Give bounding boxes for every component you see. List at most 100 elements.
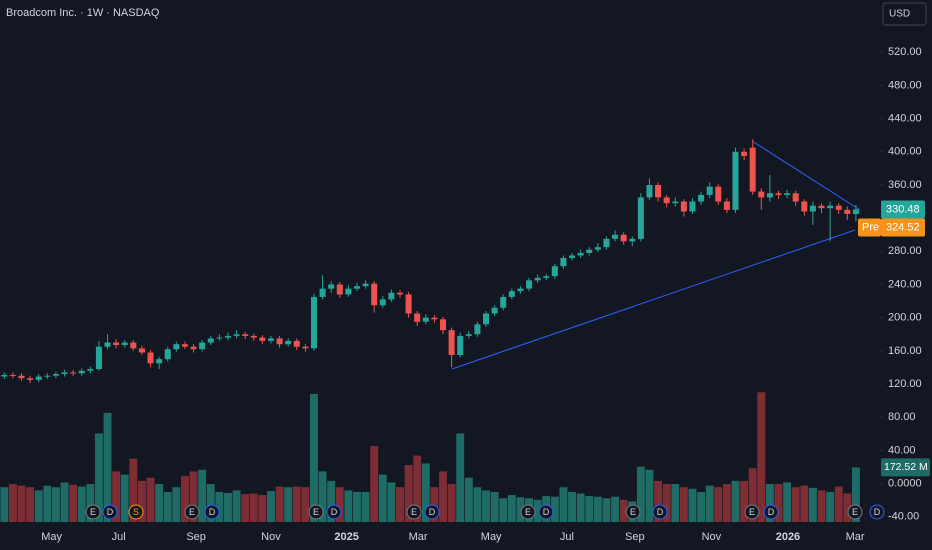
candle-body xyxy=(250,335,257,338)
candle-body xyxy=(491,307,498,314)
volume-label: 172.52 M xyxy=(884,461,928,473)
trend-line[interactable] xyxy=(451,229,856,370)
volume-bar xyxy=(731,480,740,522)
candle-body xyxy=(732,151,739,210)
candle-body xyxy=(224,335,231,338)
candle-body xyxy=(758,191,765,198)
volume-bar xyxy=(550,496,559,522)
event-label[interactable]: E xyxy=(411,507,417,517)
event-label[interactable]: D xyxy=(429,507,436,517)
volume-bar xyxy=(679,487,688,522)
currency[interactable]: USD xyxy=(889,9,910,20)
candle-body xyxy=(121,342,128,346)
candle-body xyxy=(698,194,705,202)
event-marker[interactable] xyxy=(520,504,536,520)
candle-body xyxy=(620,234,627,242)
volume-bar xyxy=(77,486,86,522)
y-tick-label: 480.00 xyxy=(888,79,922,91)
volume-bar xyxy=(26,487,35,522)
volume-bar xyxy=(688,488,697,522)
event-marker[interactable] xyxy=(406,504,422,520)
candle-body xyxy=(749,147,756,192)
volume-bar xyxy=(387,482,396,522)
volume-bar xyxy=(413,455,422,522)
event-marker[interactable] xyxy=(102,504,118,520)
volume-bar xyxy=(611,496,620,522)
event-label[interactable]: D xyxy=(768,507,775,517)
candle-body xyxy=(233,334,240,336)
event-label[interactable]: E xyxy=(189,507,195,517)
event-label[interactable]: D xyxy=(107,507,114,517)
event-label[interactable]: E xyxy=(90,507,96,517)
event-marker[interactable] xyxy=(625,504,641,520)
event-marker[interactable] xyxy=(869,504,885,520)
volume-bar xyxy=(602,498,611,522)
event-marker[interactable] xyxy=(184,504,200,520)
event-marker[interactable] xyxy=(744,504,760,520)
volume-bar xyxy=(843,493,852,522)
volume-bar xyxy=(17,485,26,522)
currency-box[interactable] xyxy=(882,2,927,26)
candle-body xyxy=(508,291,515,297)
event-label[interactable]: D xyxy=(874,507,881,517)
event-label[interactable]: S xyxy=(133,507,139,517)
volume-bar xyxy=(137,480,146,522)
volume-bar xyxy=(344,490,353,522)
volume-bar xyxy=(800,485,809,522)
event-label[interactable]: E xyxy=(525,507,531,517)
y-tick-label: -40.00 xyxy=(888,511,919,523)
event-marker[interactable] xyxy=(85,504,101,520)
event-marker[interactable] xyxy=(652,504,668,520)
candle-body xyxy=(526,280,533,289)
x-tick-label: Mar xyxy=(409,531,428,543)
x-tick-label: Sep xyxy=(186,531,206,543)
candle-body xyxy=(95,346,102,370)
candle-body xyxy=(9,374,16,376)
event-label[interactable]: D xyxy=(209,507,216,517)
event-label[interactable]: D xyxy=(331,507,338,517)
event-marker[interactable] xyxy=(204,504,220,520)
candle-body xyxy=(827,205,834,209)
volume-bar xyxy=(318,471,327,522)
event-label[interactable]: E xyxy=(313,507,319,517)
candle-body xyxy=(61,372,68,375)
event-marker[interactable] xyxy=(326,504,342,520)
candle-body xyxy=(543,276,550,278)
event-marker[interactable] xyxy=(128,504,144,520)
candle-body xyxy=(173,344,180,350)
volume-bar xyxy=(447,484,456,522)
trend-line[interactable] xyxy=(751,140,861,211)
candle-body xyxy=(706,186,713,195)
event-label[interactable]: E xyxy=(630,507,636,517)
volume-bar xyxy=(396,487,404,522)
pre-price: 324.52 xyxy=(886,221,920,233)
volume-bar xyxy=(516,497,525,522)
candle-body xyxy=(78,370,85,374)
candle-body xyxy=(44,375,51,377)
candle-body xyxy=(603,238,610,248)
volume-bar xyxy=(482,490,490,522)
y-tick-label: 240.00 xyxy=(888,278,922,290)
candle-body xyxy=(560,257,567,267)
candle-body xyxy=(302,346,309,349)
event-label[interactable]: E xyxy=(852,507,858,517)
event-marker[interactable] xyxy=(424,504,440,520)
volume-bar xyxy=(473,487,482,522)
candle-body xyxy=(1,374,8,377)
volume-bar xyxy=(51,487,60,522)
volume-bar xyxy=(430,487,439,522)
event-marker[interactable] xyxy=(763,504,779,520)
candle-body xyxy=(680,201,687,212)
event-label[interactable]: D xyxy=(657,507,664,517)
event-label[interactable]: E xyxy=(749,507,755,517)
event-marker[interactable] xyxy=(538,504,554,520)
event-marker[interactable] xyxy=(308,504,324,520)
event-marker[interactable] xyxy=(847,504,863,520)
volume-bar xyxy=(249,493,258,522)
y-tick-label: 400.00 xyxy=(888,146,922,158)
event-label[interactable]: D xyxy=(543,507,550,517)
y-tick-label: 200.00 xyxy=(888,312,922,324)
volume-bar xyxy=(456,433,465,522)
volume-bar xyxy=(774,484,783,522)
